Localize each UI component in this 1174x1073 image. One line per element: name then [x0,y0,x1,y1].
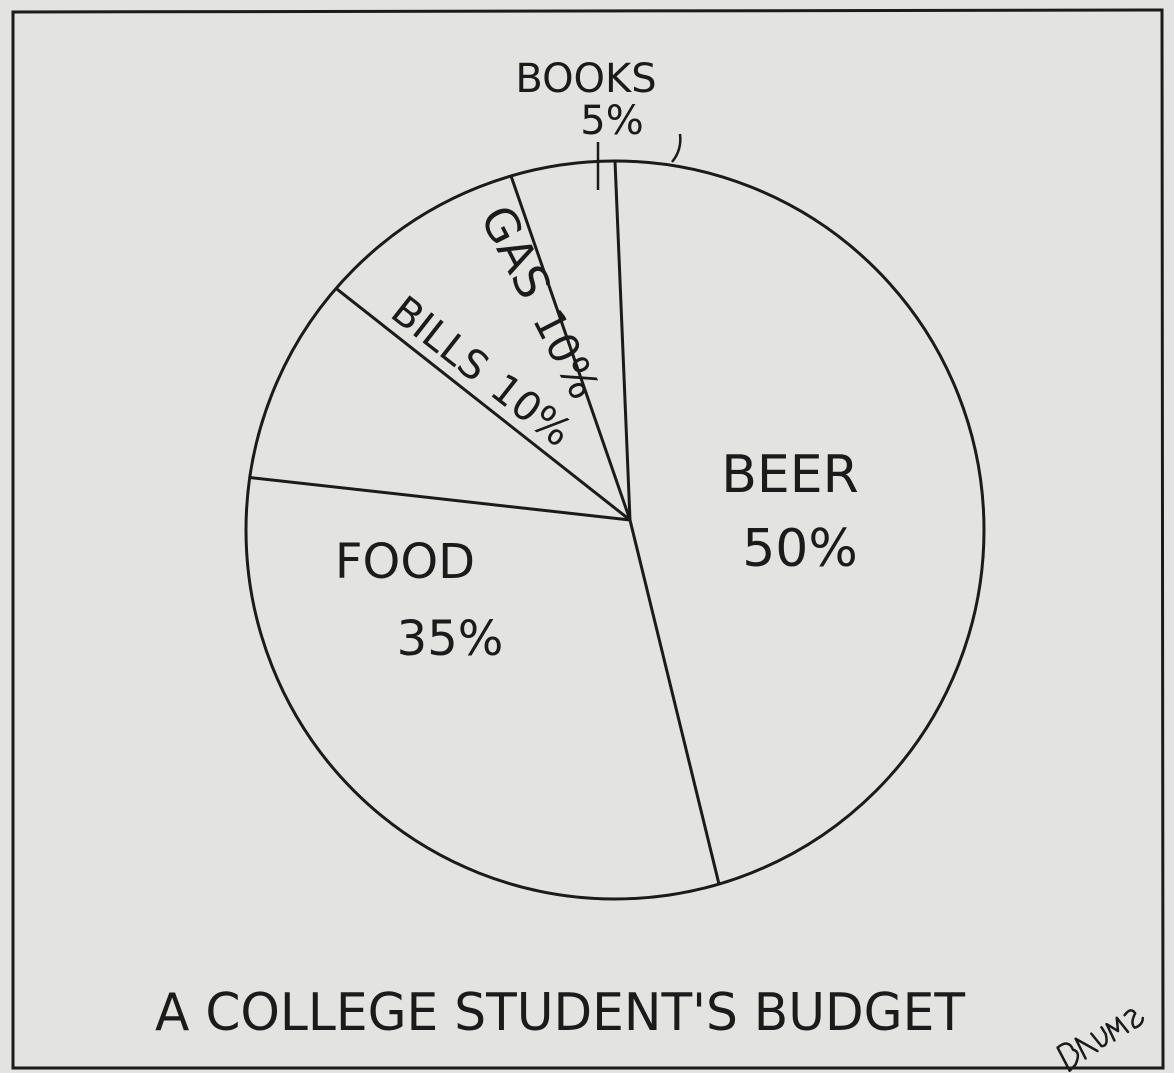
frame-border [11,8,1165,1070]
slice-label-food: FOOD [335,534,475,590]
divider-gas-books [509,175,632,521]
divider-bills-gas [335,287,631,522]
pie-dividers [249,160,721,885]
slice-value-food: 35% [397,611,504,667]
slice-label-books: BOOKS [515,56,656,102]
artist-signature [1056,1009,1145,1072]
chart-title: A COLLEGE STUDENT'S BUDGET [155,983,965,1043]
slice-value-beer: 50% [742,519,858,579]
slice-value-books: 5% [580,98,643,144]
slice-label-beer: BEER [721,445,859,505]
divider-beer-food [628,519,721,885]
books-callout-hook [671,133,682,163]
divider-books-beer [613,160,632,521]
divider-food-bills [249,476,631,522]
